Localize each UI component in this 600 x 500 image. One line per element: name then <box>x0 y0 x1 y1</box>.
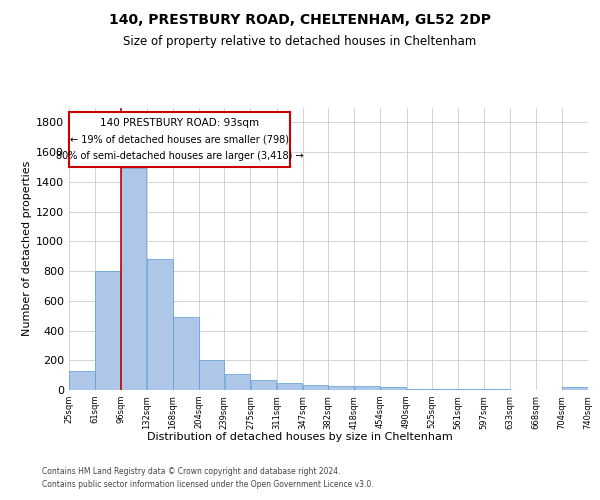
Bar <box>407 389 431 390</box>
Text: 140, PRESTBURY ROAD, CHELTENHAM, GL52 2DP: 140, PRESTBURY ROAD, CHELTENHAM, GL52 2D… <box>109 12 491 26</box>
Text: 140 PRESTBURY ROAD: 93sqm: 140 PRESTBURY ROAD: 93sqm <box>100 118 259 128</box>
Text: ← 19% of detached houses are smaller (798): ← 19% of detached houses are smaller (79… <box>70 134 289 144</box>
Bar <box>224 374 250 390</box>
Text: Size of property relative to detached houses in Cheltenham: Size of property relative to detached ho… <box>124 35 476 48</box>
Bar <box>328 386 354 390</box>
Bar <box>147 259 173 390</box>
Y-axis label: Number of detached properties: Number of detached properties <box>22 161 32 336</box>
Text: Contains HM Land Registry data © Crown copyright and database right 2024.: Contains HM Land Registry data © Crown c… <box>42 468 341 476</box>
Bar <box>303 385 328 390</box>
Bar <box>432 389 458 390</box>
Bar <box>277 383 302 390</box>
FancyBboxPatch shape <box>69 112 290 167</box>
Bar <box>251 380 277 390</box>
Bar <box>69 370 95 390</box>
Text: 80% of semi-detached houses are larger (3,418) →: 80% of semi-detached houses are larger (… <box>56 151 303 161</box>
Bar <box>121 168 146 390</box>
Bar <box>95 271 120 390</box>
Bar <box>380 388 406 390</box>
Bar <box>562 388 588 390</box>
Text: Distribution of detached houses by size in Cheltenham: Distribution of detached houses by size … <box>147 432 453 442</box>
Bar <box>355 386 380 390</box>
Bar <box>199 360 224 390</box>
Text: Contains public sector information licensed under the Open Government Licence v3: Contains public sector information licen… <box>42 480 374 489</box>
Bar <box>173 317 199 390</box>
